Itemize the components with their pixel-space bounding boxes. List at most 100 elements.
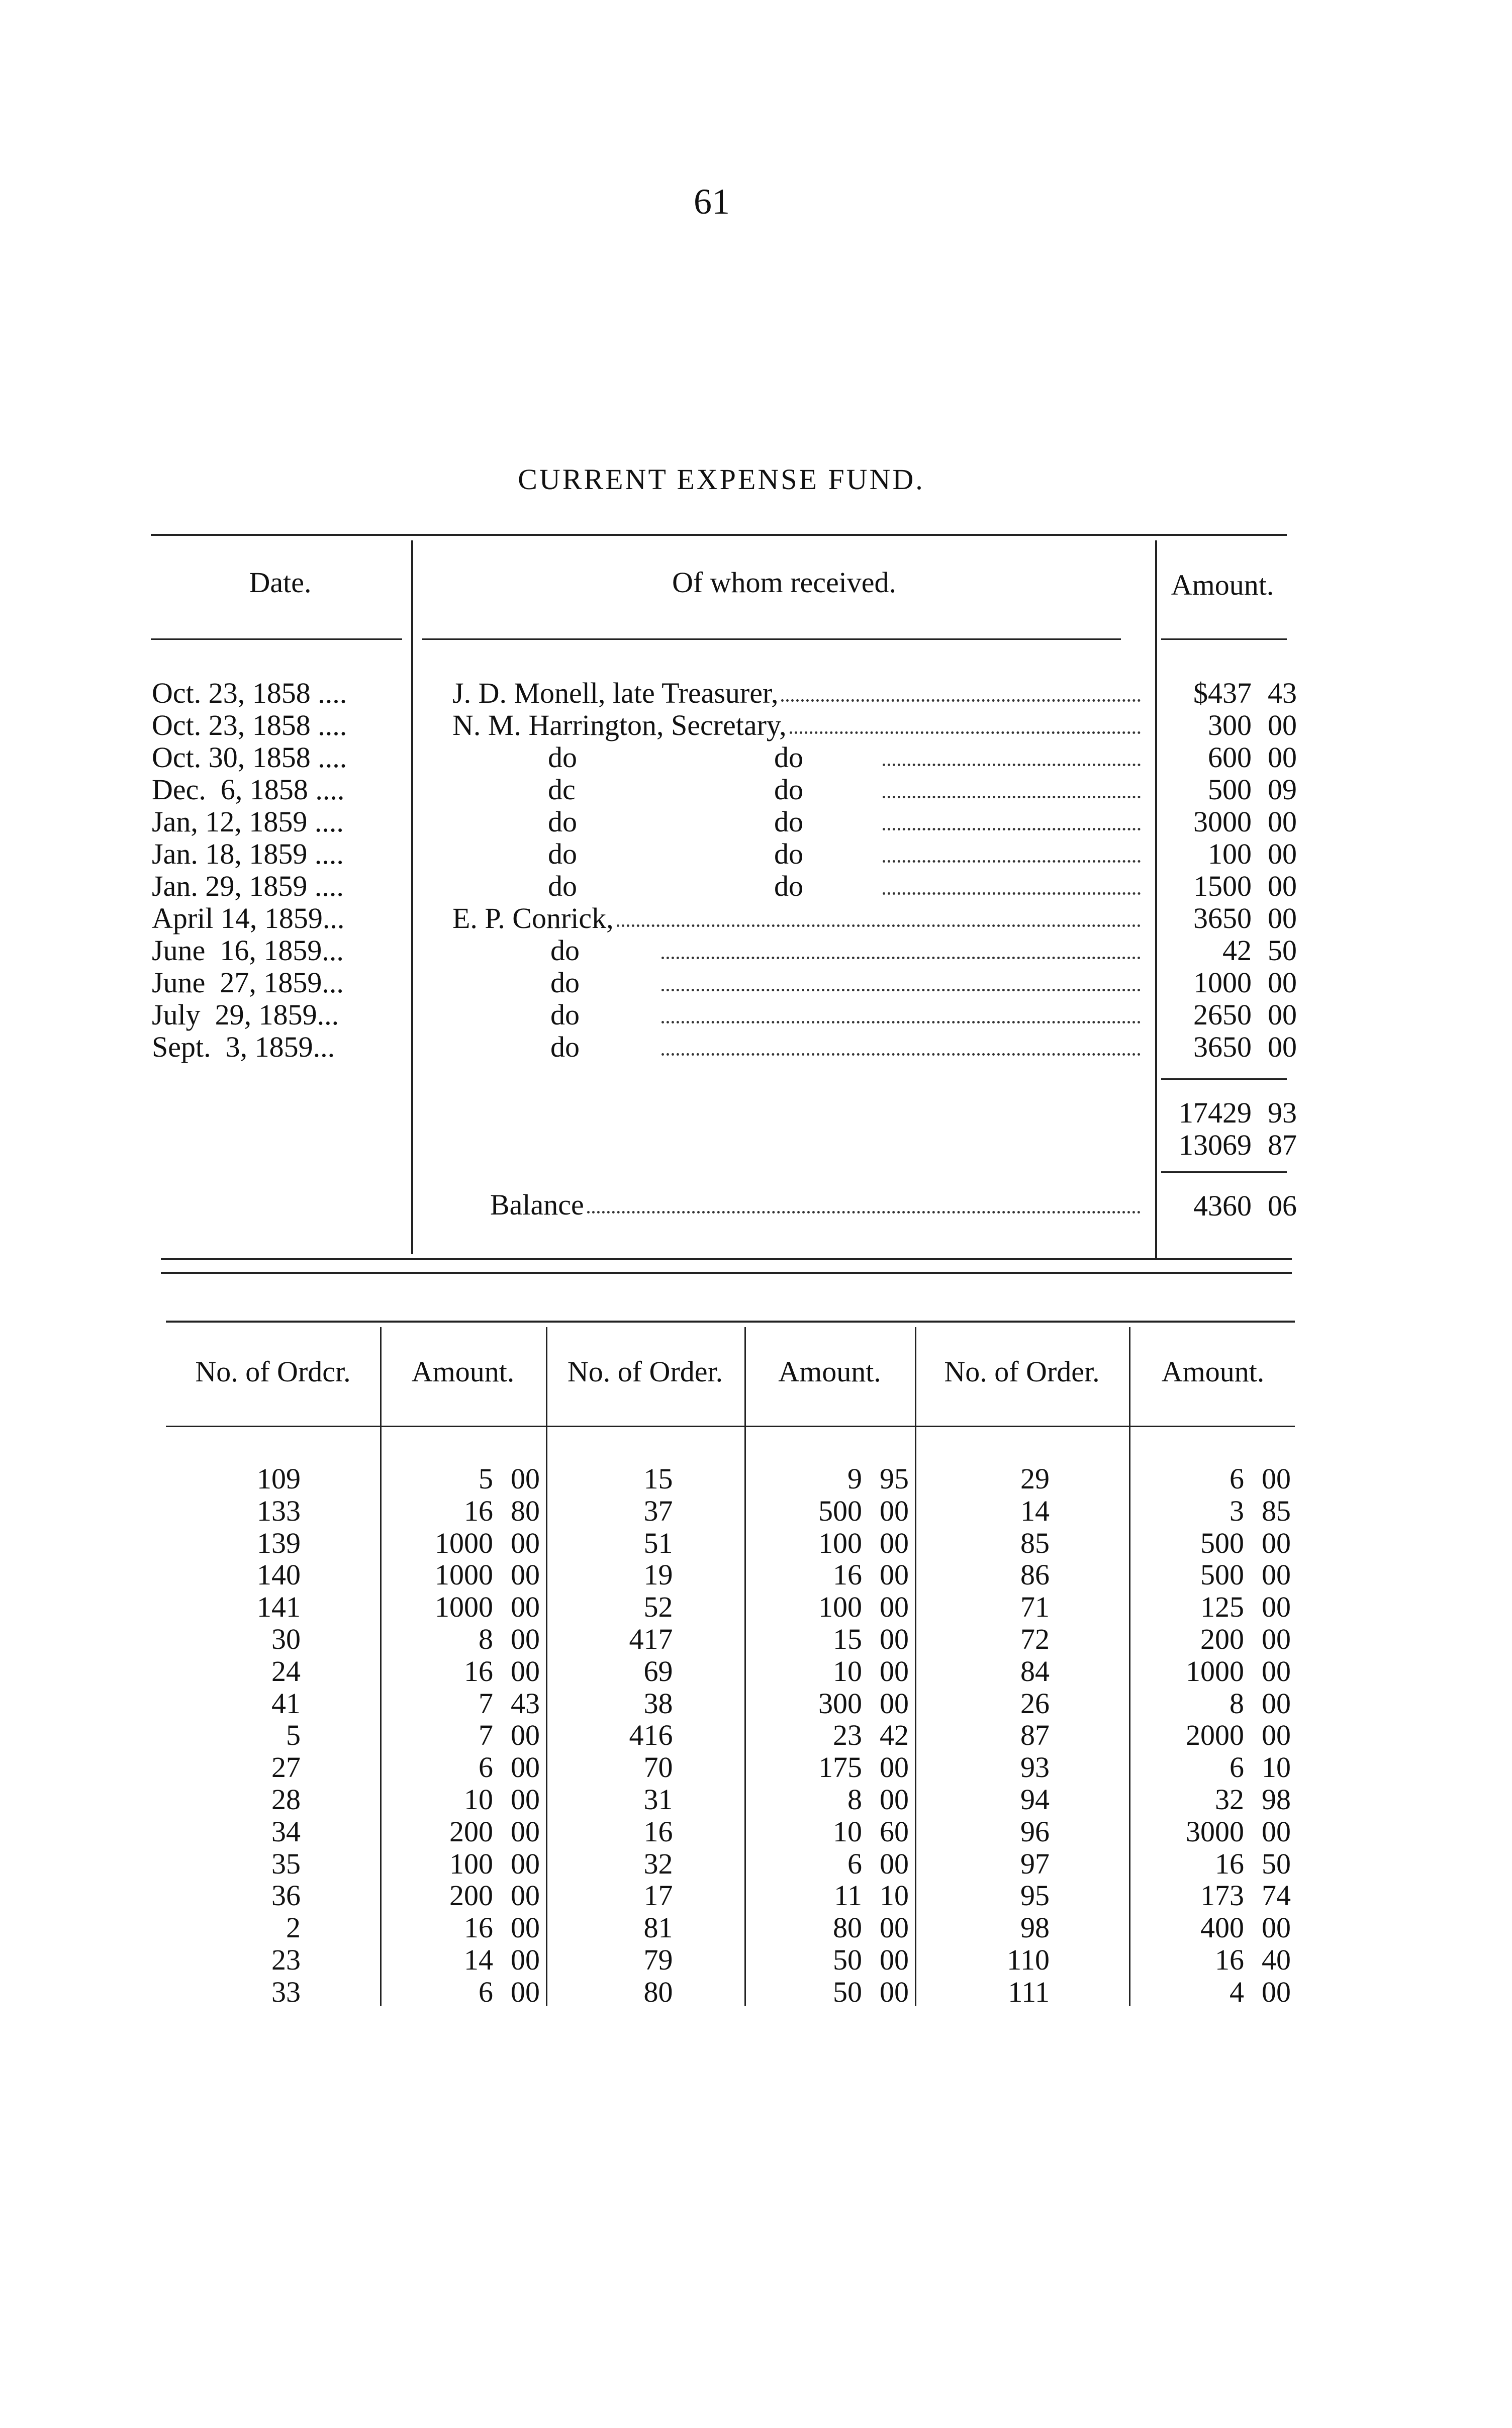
- order-cents: 00: [880, 1687, 909, 1720]
- receipt-from-2: do: [774, 741, 803, 774]
- order-number: 36: [271, 1879, 301, 1912]
- order-dollars: 16: [1215, 1847, 1244, 1880]
- order-number: 19: [643, 1558, 673, 1592]
- orders-header: Amount.: [1161, 1355, 1265, 1388]
- page-number: 61: [694, 181, 730, 222]
- order-dollars: 500: [818, 1494, 862, 1527]
- order-cents: 00: [511, 1623, 540, 1655]
- receipt-from: J. D. Monell, late Treasurer,: [452, 677, 779, 709]
- receipt-date: June 16, 1859...: [152, 934, 344, 967]
- order-dollars: 3000: [1186, 1815, 1244, 1848]
- order-dollars: 1000: [435, 1591, 493, 1624]
- order-number: 32: [643, 1847, 673, 1880]
- order-number: 95: [1020, 1879, 1050, 1912]
- receipt-cents: 43: [1268, 677, 1297, 709]
- order-dollars: 7: [479, 1719, 493, 1752]
- double-rule: [161, 1258, 1292, 1260]
- order-number: 5: [286, 1719, 301, 1752]
- order-cents: 00: [880, 1751, 909, 1784]
- order-cents: 60: [880, 1815, 909, 1848]
- receipt-cents: 00: [1268, 998, 1297, 1031]
- receipt-cents: 00: [1268, 837, 1297, 870]
- receipt-dollars: 42: [1222, 934, 1252, 967]
- order-cents: 00: [511, 1462, 540, 1495]
- order-dollars: 16: [464, 1494, 493, 1527]
- header-from: Of whom received.: [672, 566, 897, 599]
- orders-header: No. of Order.: [567, 1355, 723, 1388]
- order-dollars: 500: [1200, 1558, 1244, 1592]
- receipt-dollars: 500: [1208, 773, 1252, 806]
- balance-label: Balance: [490, 1188, 584, 1221]
- receipt-date: Oct. 23, 1858 ....: [152, 709, 347, 741]
- order-cents: 00: [880, 1623, 909, 1655]
- order-cents: 00: [511, 1975, 540, 2008]
- receipt-row-leader: [880, 741, 1144, 774]
- order-dollars: 2000: [1186, 1719, 1244, 1752]
- order-number: 34: [271, 1815, 301, 1848]
- order-cents: 00: [511, 1879, 540, 1912]
- order-cents: 00: [880, 1654, 909, 1688]
- order-dollars: 125: [1200, 1591, 1244, 1624]
- order-number: 98: [1020, 1911, 1050, 1944]
- dot-leader: [662, 956, 1141, 959]
- dot-leader: [662, 988, 1141, 991]
- dot-leader: [587, 1210, 1141, 1213]
- order-number: 52: [643, 1591, 673, 1624]
- order-number: 41: [271, 1687, 301, 1720]
- dot-leader: [883, 795, 1141, 798]
- receipt-cents: 00: [1268, 805, 1297, 838]
- dot-leader: [883, 827, 1141, 830]
- receipt-row-from: J. D. Monell, late Treasurer,: [452, 677, 1144, 709]
- order-dollars: 15: [833, 1623, 862, 1655]
- order-cents: 80: [511, 1494, 540, 1527]
- order-cents: 00: [511, 1751, 540, 1784]
- order-cents: 00: [880, 1558, 909, 1592]
- order-dollars: 7: [479, 1687, 493, 1720]
- receipt-from: do: [548, 805, 577, 838]
- receipt-date: Oct. 23, 1858 ....: [152, 677, 347, 709]
- order-cents: 00: [511, 1591, 540, 1624]
- deducted-cents: 87: [1268, 1129, 1297, 1161]
- order-dollars: 3: [1230, 1494, 1244, 1527]
- order-dollars: 6: [847, 1847, 862, 1880]
- order-dollars: 16: [1215, 1943, 1244, 1976]
- order-dollars: 200: [449, 1879, 493, 1912]
- order-number: 87: [1020, 1719, 1050, 1752]
- receipt-date: Jan. 29, 1859 ....: [152, 870, 344, 902]
- receipt-from: do: [548, 870, 577, 902]
- receipt-from: do: [550, 1031, 580, 1063]
- order-dollars: 5: [479, 1462, 493, 1495]
- order-cents: 00: [511, 1815, 540, 1848]
- order-dollars: 6: [1230, 1462, 1244, 1495]
- dot-leader: [662, 1053, 1141, 1056]
- order-cents: 00: [880, 1911, 909, 1944]
- receipt-row-leader: [658, 1031, 1144, 1063]
- order-number: 38: [643, 1687, 673, 1720]
- order-cents: 00: [880, 1494, 909, 1527]
- order-number: 30: [271, 1623, 301, 1655]
- order-cents: 00: [1262, 1687, 1291, 1720]
- order-cents: 00: [880, 1526, 909, 1559]
- receipt-dollars: 1000: [1193, 966, 1252, 999]
- order-number: 141: [257, 1591, 301, 1624]
- receipt-date: Jan, 12, 1859 ....: [152, 805, 344, 838]
- order-number: 85: [1020, 1526, 1050, 1559]
- receipt-dollars: $437: [1193, 677, 1252, 709]
- order-dollars: 10: [833, 1815, 862, 1848]
- receipt-from: dc: [548, 773, 576, 806]
- order-cents: 42: [880, 1719, 909, 1752]
- dot-leader: [883, 892, 1141, 895]
- order-dollars: 6: [479, 1751, 493, 1784]
- order-cents: 00: [511, 1654, 540, 1688]
- order-number: 417: [629, 1623, 673, 1655]
- receipt-row-leader: [658, 967, 1144, 999]
- order-number: 2: [286, 1911, 301, 1944]
- order-dollars: 80: [833, 1911, 862, 1944]
- order-number: 97: [1020, 1847, 1050, 1880]
- double-rule: [161, 1272, 1292, 1274]
- order-cents: 00: [511, 1943, 540, 1976]
- order-cents: 00: [1262, 1911, 1291, 1944]
- order-dollars: 173: [1200, 1879, 1244, 1912]
- receipt-cents: 00: [1268, 966, 1297, 999]
- receipt-cents: 00: [1268, 902, 1297, 935]
